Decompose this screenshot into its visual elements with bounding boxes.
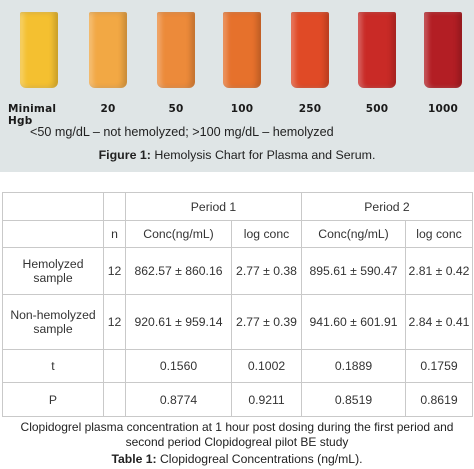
concentration-table: Period 1 Period 2 n Conc(ng/mL) log conc… xyxy=(2,192,473,417)
table-row: P 0.8774 0.9211 0.8519 0.8619 xyxy=(2,382,473,417)
tube-label-minimal-hgb: Minimal Hgb xyxy=(8,103,57,127)
tube-row xyxy=(0,4,474,90)
log-conc-cell-period-1: 0.1002 xyxy=(231,349,302,383)
tube-label-250: 250 xyxy=(298,103,322,115)
table-empty-cell xyxy=(2,192,104,221)
n-cell: 12 xyxy=(103,294,126,350)
conc-cell-period-1: 862.57 ± 860.16 xyxy=(125,247,232,295)
table-empty-cell xyxy=(2,220,104,248)
n-cell: 12 xyxy=(103,247,126,295)
conc-header-period-1: Conc(ng/mL) xyxy=(125,220,232,248)
conc-cell-period-1: 920.61 ± 959.14 xyxy=(125,294,232,350)
row-label: Non-hemolyzed sample xyxy=(2,294,104,350)
table-row: Non-hemolyzed sample 12 920.61 ± 959.14 … xyxy=(2,294,473,350)
log-conc-cell-period-2: 2.81 ± 0.42 xyxy=(405,247,473,295)
conc-cell-period-2: 895.61 ± 590.47 xyxy=(301,247,406,295)
table-caption-label: Table 1: xyxy=(111,452,157,466)
tube-swatch-500 xyxy=(358,12,396,88)
table-caption-text: Clopidogreal Concentrations (ng/mL). xyxy=(156,452,363,466)
tube-swatch-50 xyxy=(157,12,195,88)
row-label: t xyxy=(2,349,104,383)
tube-swatch-100 xyxy=(223,12,261,88)
table-row: t 0.1560 0.1002 0.1889 0.1759 xyxy=(2,349,473,383)
log-conc-header-period-2: log conc xyxy=(405,220,473,248)
figure-caption: Figure 1: Hemolysis Chart for Plasma and… xyxy=(0,148,474,162)
conc-header-period-2: Conc(ng/mL) xyxy=(301,220,406,248)
log-conc-cell-period-2: 0.1759 xyxy=(405,349,473,383)
log-conc-cell-period-1: 2.77 ± 0.38 xyxy=(231,247,302,295)
table-caption: Table 1: Clopidogreal Concentrations (ng… xyxy=(0,452,474,466)
tube-label-20: 20 xyxy=(100,103,116,115)
period-2-header: Period 2 xyxy=(301,192,473,221)
row-label: Hemolyzed sample xyxy=(2,247,104,295)
figure-caption-label: Figure 1: xyxy=(98,148,151,162)
log-conc-cell-period-2: 0.8619 xyxy=(405,382,473,417)
tube-swatch-1000 xyxy=(424,12,462,88)
log-conc-cell-period-2: 2.84 ± 0.41 xyxy=(405,294,473,350)
period-1-header: Period 1 xyxy=(125,192,302,221)
tube-label-50: 50 xyxy=(168,103,184,115)
tube-swatch-250 xyxy=(291,12,329,88)
tube-swatch-minimal-hgb xyxy=(20,12,58,88)
conc-cell-period-1: 0.8774 xyxy=(125,382,232,417)
table-row: Hemolyzed sample 12 862.57 ± 860.16 2.77… xyxy=(2,247,473,295)
log-conc-header-period-1: log conc xyxy=(231,220,302,248)
tube-label-100: 100 xyxy=(230,103,254,115)
tube-label-500: 500 xyxy=(365,103,389,115)
row-label: P xyxy=(2,382,104,417)
figure-caption-text: Hemolysis Chart for Plasma and Serum. xyxy=(150,148,376,162)
conc-cell-period-2: 0.1889 xyxy=(301,349,406,383)
tube-swatch-20 xyxy=(89,12,127,88)
tube-label-1000: 1000 xyxy=(427,103,459,115)
hemolysis-threshold-note: <50 mg/dL – not hemolyzed; >100 mg/dL – … xyxy=(30,125,334,139)
table-header-row-columns: n Conc(ng/mL) log conc Conc(ng/mL) log c… xyxy=(2,220,473,248)
table-empty-cell xyxy=(103,192,126,221)
table-note: Clopidogrel plasma concentration at 1 ho… xyxy=(20,420,454,449)
n-header: n xyxy=(103,220,126,248)
n-cell xyxy=(103,382,126,417)
log-conc-cell-period-1: 0.9211 xyxy=(231,382,302,417)
hemolysis-figure: Minimal Hgb 20 50 100 250 500 1000 <50 m… xyxy=(0,0,474,172)
conc-cell-period-2: 0.8519 xyxy=(301,382,406,417)
table-header-row-periods: Period 1 Period 2 xyxy=(2,192,473,221)
conc-cell-period-2: 941.60 ± 601.91 xyxy=(301,294,406,350)
conc-cell-period-1: 0.1560 xyxy=(125,349,232,383)
n-cell xyxy=(103,349,126,383)
log-conc-cell-period-1: 2.77 ± 0.39 xyxy=(231,294,302,350)
